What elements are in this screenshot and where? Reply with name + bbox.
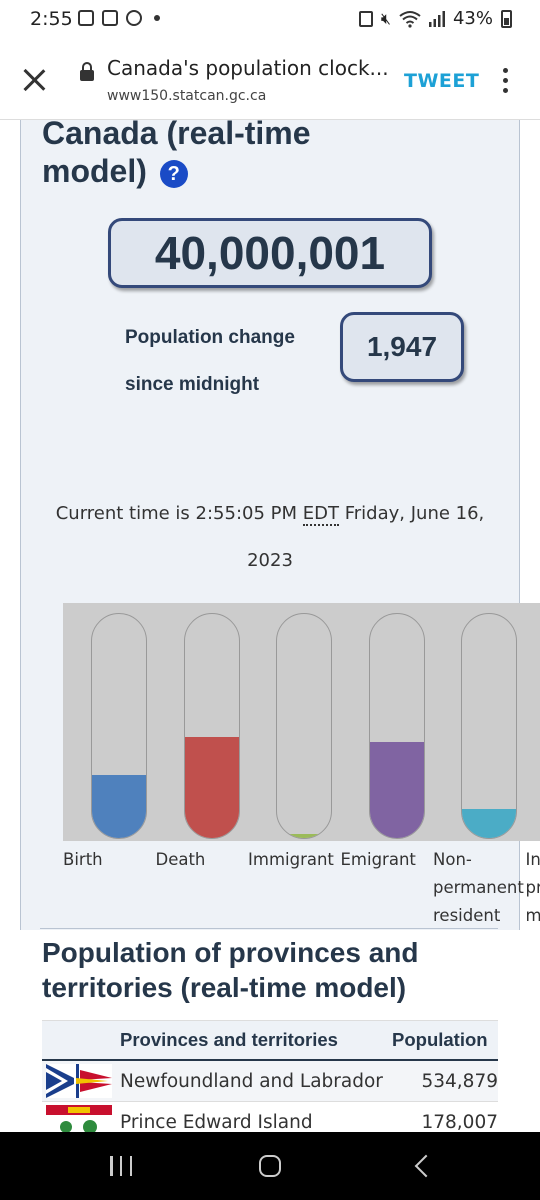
gauge-tube xyxy=(183,613,240,839)
provinces-heading: Population of provinces and territories … xyxy=(42,937,419,1003)
name-header[interactable]: Provinces and territories xyxy=(120,1020,392,1061)
table-row: Prince Edward Island 178,007 xyxy=(42,1101,498,1132)
gauge-labels: Birth Death Immigrant Emigrant Non-permanent… xyxy=(63,846,540,926)
status-time: 2:55 xyxy=(30,8,73,30)
gauge-label: Emigrant xyxy=(340,850,416,869)
wifi-icon xyxy=(399,10,421,28)
tweet-button[interactable]: TWEET xyxy=(404,70,480,92)
signal-icon xyxy=(428,10,445,27)
page-title: Canada's population clock... xyxy=(107,56,389,80)
system-icons: 🔇︎ 43% xyxy=(358,8,512,29)
table-header-row: Provinces and territories Population xyxy=(42,1020,498,1061)
gauge-fill xyxy=(369,742,424,838)
dot-icon xyxy=(154,15,160,21)
province-population: 534,879 xyxy=(392,1060,498,1102)
page-content: Canada (real-time model) ? 40,000,001 Po… xyxy=(0,120,540,1132)
time-prefix: Current time is 2:55:05 PM xyxy=(55,503,298,524)
clock-heading: Canada (real-time model) ? xyxy=(42,120,362,190)
help-icon[interactable]: ? xyxy=(159,159,188,188)
image-icon xyxy=(78,10,94,26)
battery-icon xyxy=(501,9,512,28)
close-icon[interactable] xyxy=(18,64,50,96)
flag-cell xyxy=(42,1101,120,1132)
gauge-label: Immigrant xyxy=(248,850,334,869)
province-name: Newfoundland and Labrador xyxy=(120,1060,392,1102)
gauge-tube xyxy=(276,613,332,839)
gauge-label: Birth xyxy=(63,850,103,869)
gauge-label: Non-permanent resident xyxy=(433,850,524,925)
gauge-fill xyxy=(462,809,516,838)
population-counter: 40,000,001 xyxy=(108,218,432,288)
home-icon[interactable] xyxy=(259,1155,281,1177)
calendar-icon xyxy=(102,10,118,26)
gauge-tube xyxy=(368,613,425,839)
save-icon xyxy=(358,10,373,27)
status-bar: 2:55 🔇︎ 43% xyxy=(0,0,540,40)
province-name: Prince Edward Island xyxy=(120,1101,392,1132)
timezone-abbr[interactable]: EDT xyxy=(302,503,339,526)
navigation-bar xyxy=(0,1132,540,1200)
gauge-fill xyxy=(92,775,146,838)
more-options-icon[interactable] xyxy=(503,68,509,94)
battery-percent: 43% xyxy=(452,8,493,29)
sync-icon xyxy=(126,10,142,26)
province-population: 178,007 xyxy=(392,1101,498,1132)
recent-apps-icon[interactable] xyxy=(110,1156,132,1176)
time-suffix: Friday, June 16, 2023 xyxy=(247,503,485,571)
current-time: Current time is 2:55:05 PM EDT Friday, J… xyxy=(40,490,500,584)
population-header[interactable]: Population xyxy=(392,1020,498,1061)
flag-header xyxy=(42,1020,120,1061)
mute-icon: 🔇︎ xyxy=(380,8,391,28)
gauge-tube xyxy=(91,613,147,839)
notification-icons xyxy=(78,10,160,26)
gauge-tube xyxy=(461,613,517,839)
page-url[interactable]: www150.statcan.gc.ca xyxy=(107,88,267,104)
newfoundland-flag-icon xyxy=(46,1064,112,1098)
gauge-label: Inter-provincial migrant xyxy=(525,850,540,925)
change-counter: 1,947 xyxy=(340,312,464,382)
provinces-table: Provinces and territories Population xyxy=(42,1020,498,1132)
gauge-fill xyxy=(277,834,331,838)
lock-icon xyxy=(80,62,94,81)
pei-flag-icon xyxy=(46,1105,112,1132)
clock-heading-text: Canada (real-time model) xyxy=(42,120,311,189)
change-label: Population change since midnight xyxy=(125,327,295,395)
gauge-label: Death xyxy=(155,850,206,869)
gauge-fill xyxy=(184,737,239,838)
back-icon[interactable] xyxy=(414,1154,438,1178)
flag-cell xyxy=(42,1060,120,1102)
table-row: Newfoundland and Labrador 534,879 xyxy=(42,1060,498,1102)
component-gauges xyxy=(63,603,540,841)
divider xyxy=(40,928,498,929)
